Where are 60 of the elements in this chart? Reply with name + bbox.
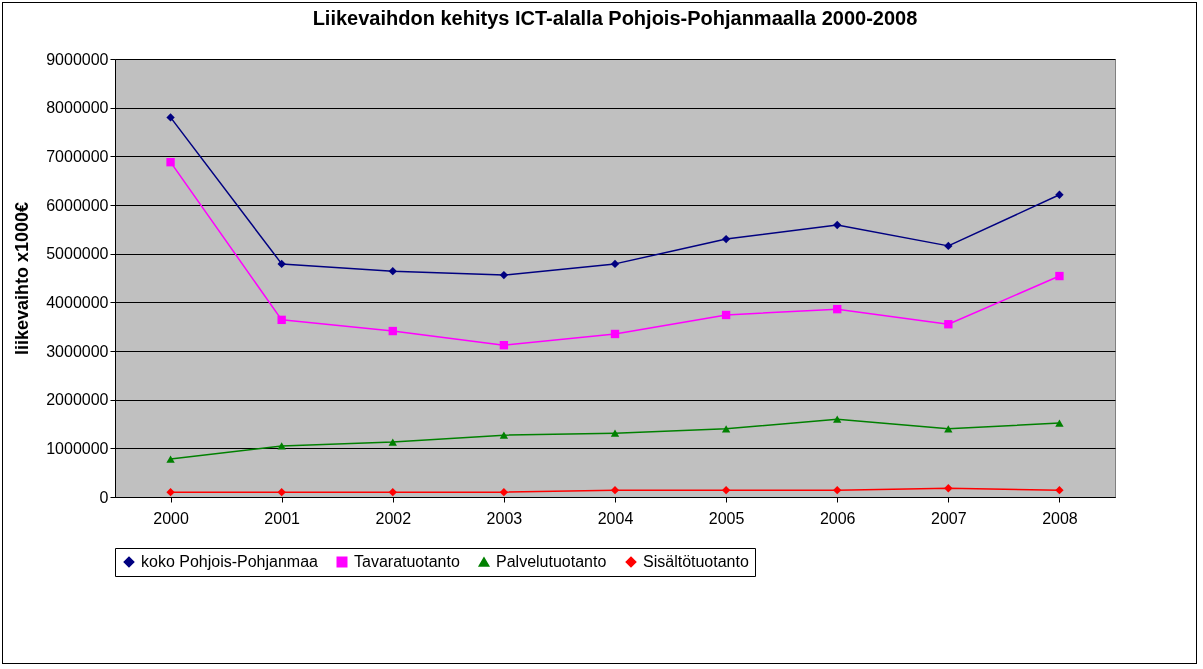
y-tick-label: 2000000 <box>46 391 109 409</box>
point <box>166 113 175 122</box>
y-axis-title: liikevaihto x1000€ <box>12 201 33 356</box>
x-tick-label: 2004 <box>597 509 634 527</box>
x-tick-label: 2007 <box>931 509 967 527</box>
point <box>833 220 842 230</box>
point <box>1055 419 1064 427</box>
point <box>833 304 842 314</box>
x-tick-label: 2003 <box>486 509 523 527</box>
point <box>721 486 731 495</box>
point <box>277 487 286 497</box>
y-tick-label: 7000000 <box>46 147 109 165</box>
y-tick-label: 1000000 <box>46 439 109 457</box>
point <box>610 259 620 269</box>
point <box>1055 271 1064 281</box>
point <box>944 484 953 493</box>
y-tick-label: 6000000 <box>46 196 109 214</box>
point <box>499 270 509 280</box>
point <box>499 487 509 497</box>
point <box>610 486 620 495</box>
y-tick-label: 5000000 <box>46 245 109 263</box>
point <box>388 326 397 336</box>
point <box>166 455 175 463</box>
y-tick-label: 4000000 <box>46 293 109 311</box>
y-tick-label: 0 <box>99 488 109 506</box>
x-tick-label: 2002 <box>375 509 412 527</box>
point <box>944 241 953 251</box>
y-tick-label: 3000000 <box>46 342 109 360</box>
point <box>499 340 509 350</box>
x-tick-label: 2000 <box>153 509 189 527</box>
point <box>277 259 286 269</box>
point <box>721 425 731 433</box>
point <box>721 310 731 320</box>
x-tick-label: 2008 <box>1042 509 1078 527</box>
y-tick-label: 8000000 <box>46 99 109 117</box>
x-tick-label: 2005 <box>708 509 745 527</box>
point <box>277 442 286 450</box>
x-tick-label: 2006 <box>819 509 856 527</box>
point <box>1055 486 1064 495</box>
point <box>610 329 620 339</box>
chart-title: Liikevaihdon kehitys ICT-alalla Pohjois-Pohjanmaalla 2000-2008 <box>312 7 918 29</box>
point <box>833 486 842 495</box>
y-tick-label: 9000000 <box>46 50 109 68</box>
point <box>388 267 397 276</box>
point <box>166 157 175 167</box>
point <box>499 431 509 439</box>
point <box>1055 190 1064 199</box>
point <box>944 320 953 329</box>
legend-label: Sisältötuotanto <box>643 553 749 570</box>
point <box>388 438 397 446</box>
legend-label: Palvelutuotanto <box>496 553 607 570</box>
point <box>166 487 175 497</box>
point <box>388 487 397 497</box>
point <box>721 234 731 244</box>
point <box>833 415 842 423</box>
point <box>277 315 286 325</box>
legend-label: koko Pohjois-Pohjanmaa <box>141 553 319 570</box>
x-tick-label: 2001 <box>264 509 301 527</box>
legend-label: Tavaratuotanto <box>354 553 460 570</box>
point <box>610 429 620 437</box>
